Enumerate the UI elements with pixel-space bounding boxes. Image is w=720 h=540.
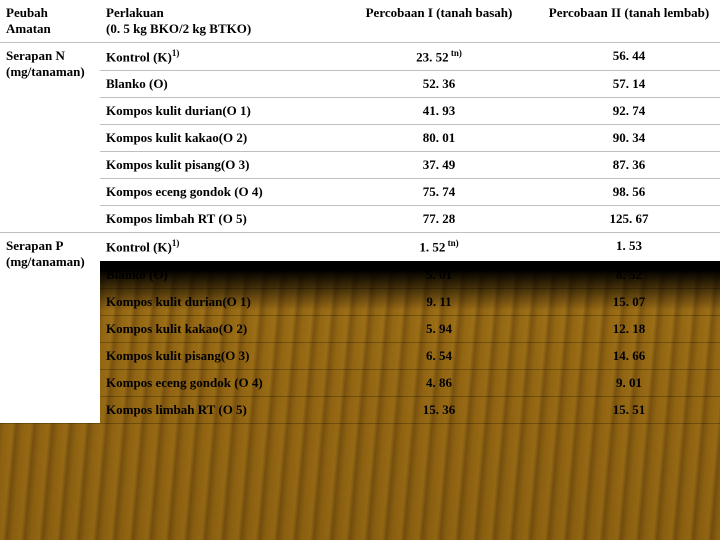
- value-percobaan2: 14. 66: [540, 342, 720, 369]
- value-percobaan1: 5. 94: [340, 315, 540, 342]
- value-percobaan2: 9. 01: [540, 369, 720, 396]
- value-percobaan2: 98. 56: [540, 179, 720, 206]
- value-percobaan2: 1. 53: [540, 233, 720, 261]
- header-percobaan1: Percobaan I (tanah basah): [340, 0, 540, 43]
- table-row: Blanko (O)52. 3657. 14: [0, 71, 720, 98]
- header-peubah: Peubah Amatan: [0, 0, 100, 43]
- table-row: Kompos limbah RT (O 5)15. 3615. 51: [0, 396, 720, 423]
- header-percobaan2: Percobaan II (tanah lembab): [540, 0, 720, 43]
- value-percobaan2: 57. 14: [540, 71, 720, 98]
- table-row: Kompos kulit kakao(O 2)80. 0190. 34: [0, 125, 720, 152]
- table-row: Kompos kulit pisang(O 3)6. 5414. 66: [0, 342, 720, 369]
- treatment-cell: Kompos kulit kakao(O 2): [100, 125, 340, 152]
- value-percobaan1: 77. 28: [340, 206, 540, 233]
- value-percobaan1: 1. 52 tn): [340, 233, 540, 261]
- treatment-cell: Kompos eceng gondok (O 4): [100, 369, 340, 396]
- data-table: Peubah Amatan Perlakuan(0. 5 kg BKO/2 kg…: [0, 0, 720, 424]
- header-row: Peubah Amatan Perlakuan(0. 5 kg BKO/2 kg…: [0, 0, 720, 43]
- value-percobaan2: 15. 51: [540, 396, 720, 423]
- value-percobaan2: 92. 74: [540, 98, 720, 125]
- treatment-cell: Kompos limbah RT (O 5): [100, 206, 340, 233]
- header-perlakuan: Perlakuan(0. 5 kg BKO/2 kg BTKO): [100, 0, 340, 43]
- footnote-marker: 1): [172, 48, 180, 58]
- value-percobaan2: 8. 52: [540, 261, 720, 288]
- table-row: Kompos kulit pisang(O 3)37. 4987. 36: [0, 152, 720, 179]
- treatment-cell: Kompos kulit durian(O 1): [100, 288, 340, 315]
- value-percobaan1: 23. 52 tn): [340, 43, 540, 71]
- footnote-marker: tn): [449, 48, 462, 58]
- value-percobaan2: 87. 36: [540, 152, 720, 179]
- table-row: Kompos kulit kakao(O 2)5. 9412. 18: [0, 315, 720, 342]
- value-percobaan2: 15. 07: [540, 288, 720, 315]
- value-percobaan2: 12. 18: [540, 315, 720, 342]
- value-percobaan1: 5. 01: [340, 261, 540, 288]
- value-percobaan2: 56. 44: [540, 43, 720, 71]
- value-percobaan1: 52. 36: [340, 71, 540, 98]
- table-row: Serapan P (mg/tanaman)Kontrol (K)1)1. 52…: [0, 233, 720, 261]
- treatment-cell: Kompos kulit pisang(O 3): [100, 342, 340, 369]
- value-percobaan2: 90. 34: [540, 125, 720, 152]
- treatment-cell: Kompos limbah RT (O 5): [100, 396, 340, 423]
- value-percobaan1: 80. 01: [340, 125, 540, 152]
- group-label-cell: Serapan P (mg/tanaman): [0, 233, 100, 423]
- value-percobaan1: 9. 11: [340, 288, 540, 315]
- treatment-cell: Kompos eceng gondok (O 4): [100, 179, 340, 206]
- treatment-cell: Kontrol (K)1): [100, 43, 340, 71]
- treatment-cell: Kontrol (K)1): [100, 233, 340, 261]
- treatment-cell: Kompos kulit kakao(O 2): [100, 315, 340, 342]
- footnote-marker: tn): [445, 238, 458, 248]
- table-row: Kompos limbah RT (O 5)77. 28125. 67: [0, 206, 720, 233]
- value-percobaan1: 15. 36: [340, 396, 540, 423]
- table-row: Blanko (O)5. 018. 52: [0, 261, 720, 288]
- footnote-marker: 1): [172, 238, 180, 248]
- value-percobaan1: 41. 93: [340, 98, 540, 125]
- group-label-cell: Serapan N (mg/tanaman): [0, 43, 100, 233]
- treatment-cell: Blanko (O): [100, 71, 340, 98]
- value-percobaan1: 6. 54: [340, 342, 540, 369]
- table-row: Kompos kulit durian(O 1)41. 9392. 74: [0, 98, 720, 125]
- table-row: Serapan N (mg/tanaman)Kontrol (K)1)23. 5…: [0, 43, 720, 71]
- table-row: Kompos eceng gondok (O 4)75. 7498. 56: [0, 179, 720, 206]
- value-percobaan1: 37. 49: [340, 152, 540, 179]
- table-row: Kompos kulit durian(O 1)9. 1115. 07: [0, 288, 720, 315]
- treatment-cell: Blanko (O): [100, 261, 340, 288]
- treatment-cell: Kompos kulit durian(O 1): [100, 98, 340, 125]
- treatment-cell: Kompos kulit pisang(O 3): [100, 152, 340, 179]
- table-row: Kompos eceng gondok (O 4)4. 869. 01: [0, 369, 720, 396]
- value-percobaan1: 4. 86: [340, 369, 540, 396]
- value-percobaan1: 75. 74: [340, 179, 540, 206]
- value-percobaan2: 125. 67: [540, 206, 720, 233]
